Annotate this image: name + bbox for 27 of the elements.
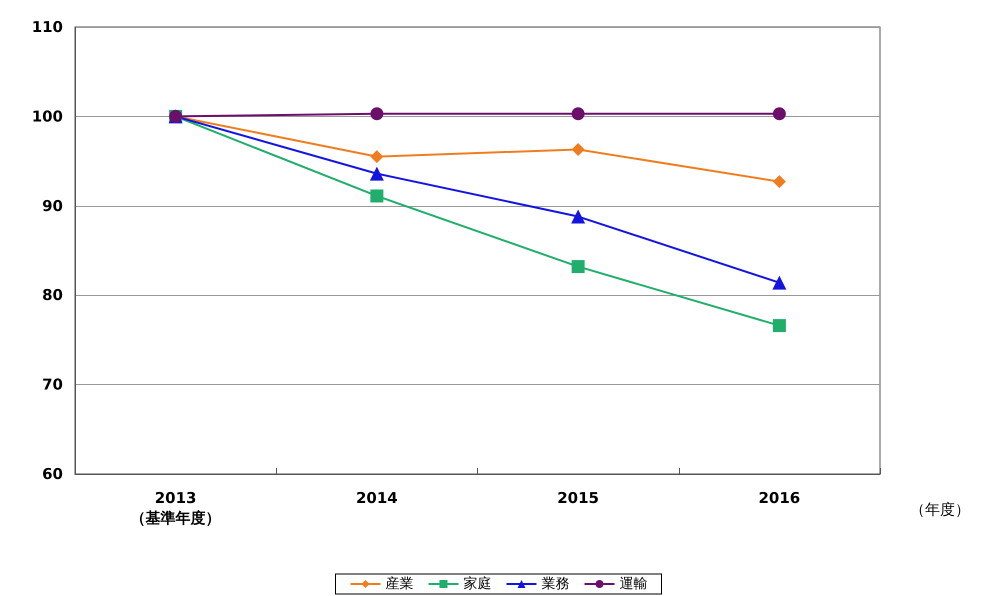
point [370, 166, 384, 181]
point [370, 189, 384, 202]
point [572, 107, 585, 120]
point [772, 276, 786, 290]
point [772, 107, 786, 120]
legend-label: 運輸 [620, 576, 648, 592]
point [370, 150, 384, 164]
x-tick-label: 2014 [356, 489, 398, 507]
y-tick-label: 90 [42, 196, 63, 215]
y-tick-label: 100 [32, 107, 63, 126]
legend-label: 家庭 [464, 576, 492, 592]
point [370, 107, 384, 120]
legend-label: 産業 [386, 576, 414, 592]
point [571, 210, 586, 224]
x-tick-label: 2013 （基準年度） [130, 489, 221, 527]
x-axis-title: （年度） [910, 500, 970, 518]
point [772, 175, 786, 188]
y-tick-label: 60 [42, 465, 63, 483]
point [572, 142, 585, 156]
x-tick-label: 2015 [557, 489, 599, 507]
y-tick-label: 110 [32, 18, 63, 36]
x-tick-label: 2016 [758, 489, 800, 507]
y-tick-label: 70 [42, 376, 63, 394]
y-tick-label: 80 [42, 286, 63, 304]
legend-label: 業務 [542, 576, 570, 592]
point [772, 319, 786, 332]
point [572, 260, 585, 274]
